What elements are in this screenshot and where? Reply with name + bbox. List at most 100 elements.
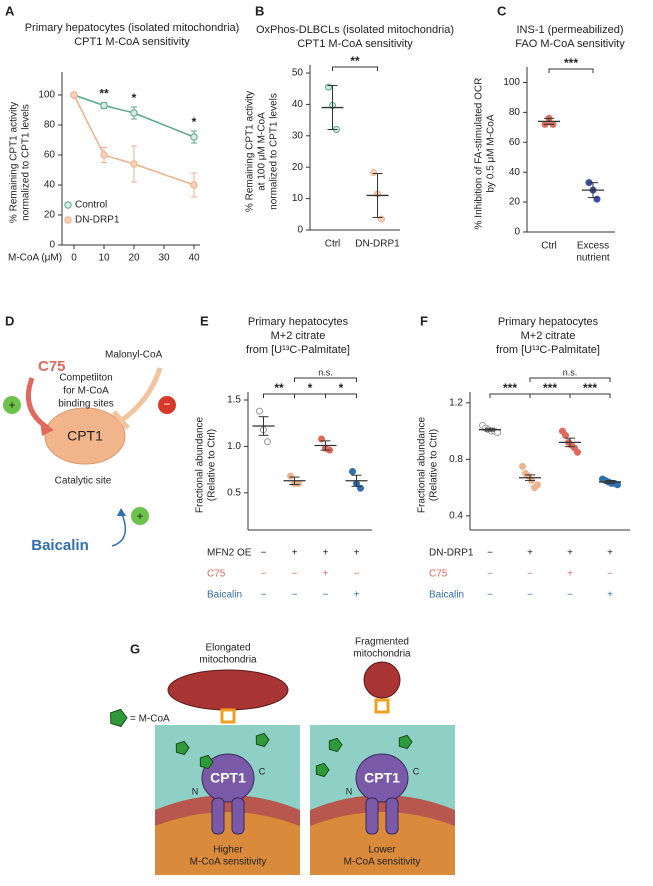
data-point: [256, 407, 263, 415]
significance: n.s.: [318, 367, 333, 377]
enzyme: CPT1: [67, 428, 103, 444]
m-coa: [328, 737, 343, 753]
panel-d-art: [3, 367, 176, 547]
significance-bracket: [332, 66, 378, 71]
condition-sign: −: [292, 590, 298, 601]
chart-title: OxPhos-DLBCLs (isolated mitochondria): [256, 24, 454, 36]
y-tick-label: 1.0: [227, 441, 241, 452]
condition-sign: +: [527, 548, 533, 559]
caption: Lower: [368, 845, 396, 856]
panel-letter: A: [5, 3, 15, 18]
chart-title: Primary hepatocytes: [498, 316, 599, 328]
condition-sign: −: [261, 569, 267, 580]
n-term: N: [192, 786, 199, 796]
significance: ***: [543, 381, 557, 395]
condition-sign: −: [487, 590, 493, 601]
significance-bracket: [294, 377, 357, 382]
legend-marker: [64, 216, 72, 224]
condition-label: MFN2 OE: [207, 548, 252, 559]
c75: C75: [38, 358, 66, 375]
y-axis-label: by 0.5 μM M-CoA: [486, 114, 497, 192]
minus: −: [163, 397, 170, 411]
x-tick-label: 0: [71, 253, 77, 264]
competition: binding sites: [58, 399, 114, 410]
y-tick-label: 0.4: [449, 511, 463, 522]
y-axis-label: at 100 μM M-CoA: [257, 112, 268, 191]
series-line: [73, 94, 195, 138]
y-tick-label: 0.8: [449, 454, 463, 465]
data-point: [130, 109, 138, 117]
data-point: [325, 83, 332, 91]
condition-sign: +: [292, 548, 298, 559]
y-axis-label: Fractional abundance: [195, 416, 206, 513]
condition-sign: −: [261, 548, 267, 559]
y-tick-label: 1.2: [449, 397, 463, 408]
condition-sign: −: [354, 569, 360, 580]
data-point: [574, 448, 581, 456]
x-tick-label: 40: [188, 253, 200, 264]
chart-title: CPT1 M-CoA sensitivity: [74, 36, 190, 48]
series-line: [73, 94, 195, 186]
data-point: [593, 195, 601, 203]
condition-sign: −: [527, 569, 533, 580]
data-point: [378, 215, 385, 223]
y-axis-label: normalized to CPT1 levels: [269, 93, 280, 210]
transmembrane: [365, 797, 379, 835]
condition-sign: +: [323, 548, 329, 559]
y-tick-label: 20: [509, 197, 521, 208]
y-axis-label: % Inhibition of FA-stimulated OCR: [474, 78, 485, 230]
panel-g-art: [155, 661, 455, 875]
matrix: [155, 812, 300, 875]
caption: M-CoA sensitivity: [344, 857, 421, 868]
data-point: [190, 181, 198, 189]
condition-label: C75: [207, 569, 226, 580]
y-tick-label: 20: [44, 210, 56, 221]
panel-letter: D: [5, 313, 14, 328]
y-tick-label: 100: [38, 90, 55, 101]
significance: ***: [503, 381, 517, 395]
significance: ***: [564, 56, 578, 70]
data-point: [614, 481, 621, 489]
condition-sign: +: [607, 548, 613, 559]
significance-bracket: [569, 393, 611, 398]
significance: *: [339, 381, 344, 395]
condition-sign: −: [292, 569, 298, 580]
x-axis-label: M-CoA (μM): [8, 253, 62, 264]
n-term: N: [346, 786, 353, 796]
x-tick-label: Excess: [577, 241, 609, 252]
cpt1-shape: [44, 407, 126, 465]
condition-sign: +: [567, 569, 573, 580]
m-coa: [175, 740, 190, 756]
title: Elongated: [205, 643, 250, 654]
significance-bracket: [529, 377, 611, 382]
data-point: [370, 169, 377, 177]
y-tick-label: 60: [44, 150, 56, 161]
caption: Higher: [213, 845, 243, 856]
connector: [220, 708, 236, 724]
y-tick-label: 1.5: [227, 395, 241, 406]
c-term: C: [413, 766, 420, 776]
chart-title: INS-1 (permeabilized): [517, 24, 624, 36]
legend-marker: [64, 201, 72, 209]
y-tick-label: 80: [509, 107, 521, 118]
condition-label: C75: [429, 569, 448, 580]
x-tick-label: 10: [98, 253, 110, 264]
y-tick-label: 0: [297, 225, 303, 236]
m-coa: [199, 754, 214, 770]
legend-label: DN-DRP1: [75, 215, 120, 226]
chart-title: Primary hepatocytes (isolated mitochondr…: [25, 22, 240, 34]
data-point: [534, 481, 541, 489]
mitochondrion: [167, 669, 289, 711]
competition: for M-CoA: [63, 386, 109, 397]
inhibition-bar: [112, 410, 130, 430]
key: = M-CoA: [130, 714, 170, 725]
significance: **: [99, 87, 109, 101]
title: Fragmented: [355, 637, 409, 648]
chart-title: M+2 citrate: [521, 330, 576, 342]
y-tick-label: 40: [292, 99, 304, 110]
inhibition-curve: [120, 367, 163, 423]
matrix: [310, 812, 455, 875]
condition-sign: −: [261, 590, 267, 601]
enzyme: CPT1: [364, 770, 400, 786]
condition-sign: −: [607, 569, 613, 580]
